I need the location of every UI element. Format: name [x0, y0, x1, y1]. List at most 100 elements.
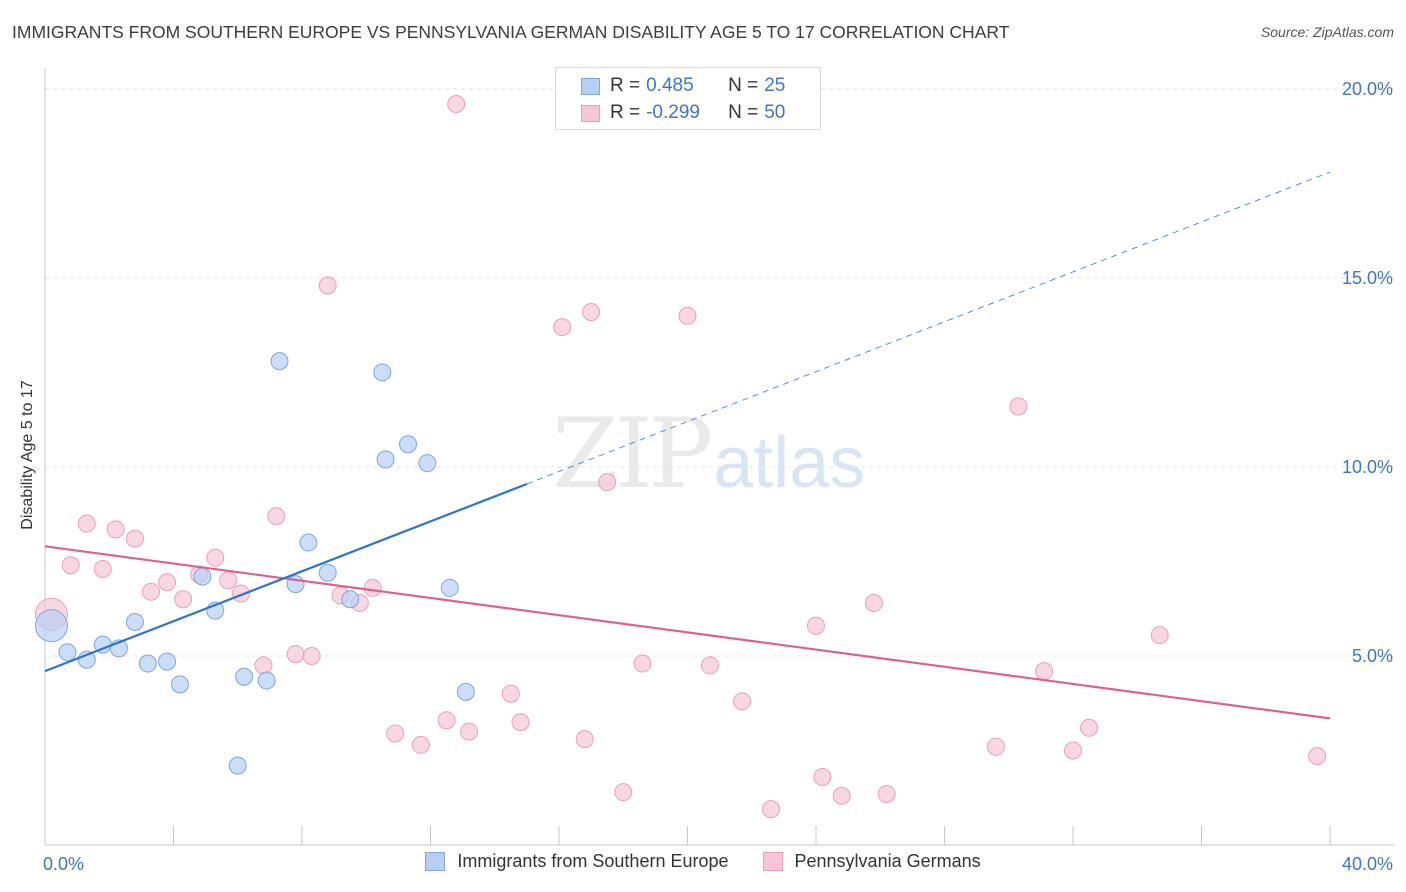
y-tick-label: 15.0% [1342, 268, 1393, 288]
data-point-pink [447, 95, 466, 114]
source-label: Source: ZipAtlas.com [1260, 24, 1394, 40]
data-point-pink [598, 473, 617, 492]
data-point-pink [678, 306, 697, 325]
data-points [34, 95, 1331, 819]
data-point-pink [733, 692, 752, 711]
data-point-pink [1064, 741, 1082, 760]
axes [44, 68, 1395, 846]
data-point-blue [318, 563, 337, 582]
data-point-blue [158, 652, 177, 671]
data-point-blue [270, 352, 289, 371]
data-point-pink [158, 573, 177, 592]
data-point-pink [1035, 662, 1054, 681]
data-point-pink [231, 584, 250, 603]
data-point-pink [77, 514, 96, 533]
tick-labels: 5.0% 10.0% 15.0% 20.0% 0.0% 40.0% [43, 79, 1393, 874]
data-point-blue [193, 567, 212, 586]
data-point-blue [125, 612, 144, 631]
data-point-blue [228, 756, 247, 775]
data-point-pink [386, 724, 405, 743]
data-point-blue [58, 643, 77, 662]
data-point-blue [170, 675, 189, 694]
legend-item-pink[interactable]: Pennsylvania Germans [762, 851, 981, 872]
data-point-blue [376, 450, 395, 469]
stats-r-label: R = [610, 102, 641, 123]
data-point-pink [460, 722, 479, 741]
data-point-pink [125, 529, 144, 548]
stats-n-value: 25 [764, 75, 786, 96]
data-point-blue [138, 654, 157, 673]
stats-n-label: N = [728, 75, 759, 96]
stats-r-label: R = [610, 75, 641, 96]
legend-label-blue: Immigrants from Southern Europe [457, 851, 729, 871]
data-point-pink [1009, 397, 1028, 416]
x-tick-label: 40.0% [1342, 854, 1393, 874]
data-point-pink [864, 594, 883, 613]
stats-row-blue: R = 0.485 N = 25 [581, 73, 785, 99]
data-point-blue [456, 682, 475, 701]
stats-box: R = 0.485 N = 25 R = -0.299 N = 50 [555, 67, 821, 130]
data-point-pink [813, 767, 832, 786]
legend: Immigrants from Southern Europe Pennsylv… [0, 851, 1406, 872]
data-point-pink [302, 646, 321, 665]
stats-n-label: N = [728, 102, 759, 123]
data-point-pink [61, 556, 80, 575]
data-point-pink [411, 735, 430, 754]
data-point-pink [614, 783, 633, 802]
data-point-pink [93, 560, 112, 579]
data-point-pink [582, 302, 601, 321]
data-point-pink [254, 656, 273, 675]
x-tick-label: 0.0% [43, 854, 84, 874]
data-point-pink [437, 711, 456, 730]
data-point-pink [286, 645, 305, 664]
data-point-pink [511, 713, 530, 732]
data-point-pink [318, 276, 337, 295]
stats-swatch-pink [581, 104, 600, 122]
data-point-pink [174, 590, 193, 609]
y-tick-label: 5.0% [1352, 646, 1393, 666]
stats-n-value: 50 [764, 102, 786, 123]
data-point-pink [633, 654, 652, 673]
data-point-pink [762, 800, 781, 819]
data-point-blue [373, 363, 392, 382]
trend-lines [526, 171, 1331, 485]
data-point-pink [986, 737, 1005, 756]
data-point-pink [553, 318, 572, 337]
data-point-pink [877, 784, 896, 803]
data-point-pink [1150, 626, 1169, 645]
y-tick-label: 10.0% [1342, 457, 1393, 477]
legend-swatch-pink [762, 852, 783, 871]
legend-item-blue[interactable]: Immigrants from Southern Europe [425, 851, 729, 872]
data-point-blue [34, 609, 68, 643]
gridlines [45, 88, 1395, 657]
chart-title: IMMIGRANTS FROM SOUTHERN EUROPE VS PENNS… [12, 22, 1010, 42]
data-point-pink [219, 571, 238, 590]
data-point-pink [501, 684, 520, 703]
data-point-blue [399, 435, 418, 454]
data-point-pink [363, 578, 382, 597]
data-point-pink [206, 548, 225, 567]
data-point-pink [1080, 718, 1099, 737]
trend-line-pink [44, 545, 1331, 720]
data-point-blue [440, 578, 459, 597]
y-tick-label: 20.0% [1342, 79, 1393, 99]
stats-row-pink: R = -0.299 N = 50 [581, 100, 785, 126]
stats-r-value: -0.299 [646, 102, 700, 123]
data-point-blue [257, 671, 276, 690]
data-point-pink [807, 616, 825, 635]
data-point-blue [299, 533, 318, 552]
data-point-pink [142, 582, 161, 601]
data-point-blue [235, 667, 254, 686]
trend-line-blue-extension [526, 171, 1331, 485]
data-point-pink [1308, 747, 1327, 766]
stats-r-value: 0.485 [646, 75, 694, 96]
trend-line-blue [44, 482, 528, 673]
data-point-pink [700, 656, 719, 675]
stats-swatch-blue [581, 77, 600, 95]
data-point-pink [575, 730, 594, 749]
data-point-pink [832, 786, 851, 805]
data-point-pink [106, 520, 125, 539]
data-point-pink [267, 507, 286, 526]
data-point-blue [341, 590, 360, 609]
